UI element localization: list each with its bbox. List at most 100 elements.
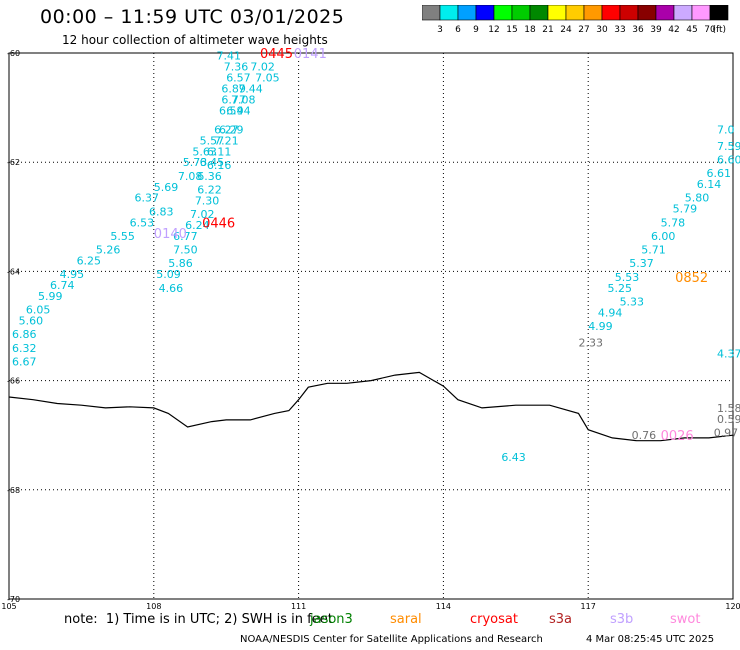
wave-height-value: 5.80 xyxy=(685,192,710,205)
pass-time-label: 0446 xyxy=(202,216,235,231)
wave-height-value: 5.60 xyxy=(19,315,44,328)
wave-height-value: 7.0 xyxy=(717,123,735,136)
wave-height-value: 6.60 xyxy=(717,153,740,166)
longitude-label: 105 xyxy=(1,602,16,610)
wave-height-value: 5.33 xyxy=(620,295,645,308)
wave-height-value: 6.45 xyxy=(200,156,225,169)
wave-height-value: 6.57 xyxy=(226,72,251,85)
wave-height-value: 7.02 xyxy=(190,208,215,221)
satellite-legend-s3b: s3b xyxy=(610,612,634,627)
wave-height-value: 6.67 xyxy=(12,355,37,368)
wave-height-value: 4.37 xyxy=(717,347,740,360)
longitude-label: 108 xyxy=(146,602,161,610)
wave-height-value-low: 0.76 xyxy=(632,429,657,442)
colorbar-label: 6 xyxy=(455,25,461,35)
colorbar-label: 36 xyxy=(632,25,644,35)
latitude-label: -70 xyxy=(7,595,20,604)
latitude-label: -66 xyxy=(7,377,20,386)
wave-height-value: 6.54 xyxy=(219,104,244,117)
wave-height-value: 5.26 xyxy=(96,244,121,257)
units-note: note: 1) Time is in UTC; 2) SWH is in fe… xyxy=(64,612,333,627)
latitude-label: -60 xyxy=(7,49,20,58)
pass-time-label: 0141 xyxy=(294,47,327,62)
wave-height-value: 6.86 xyxy=(12,328,37,341)
wave-height-value: 6.77 xyxy=(173,230,198,243)
wave-height-value: 6.05 xyxy=(26,304,51,317)
latitude-label: -68 xyxy=(7,486,20,495)
colorbar-label: 33 xyxy=(614,25,625,35)
satellite-legend-jason3: jason3 xyxy=(310,612,353,627)
longitude-label: 114 xyxy=(436,602,451,610)
colorbar-swatch xyxy=(709,5,729,21)
wave-height-value-low: 0.59 xyxy=(717,413,740,426)
antarctic-coastline xyxy=(8,371,734,442)
satellite-legend-cryosat: cryosat xyxy=(470,612,518,627)
longitude-label: 117 xyxy=(581,602,596,610)
wave-height-value: 7.36 xyxy=(224,61,249,74)
wave-height-value: 6.61 xyxy=(706,167,731,180)
satellite-legend-s3a: s3a xyxy=(549,612,573,627)
satellite-legend-swot: swot xyxy=(670,612,701,627)
wave-height-value: 5.55 xyxy=(110,230,135,243)
wave-height-value: 5.73 xyxy=(183,156,208,169)
wave-height-value: 7.59 xyxy=(717,140,740,153)
wave-height-value: 5.78 xyxy=(661,216,686,229)
page-title: 00:00 – 11:59 UTC 03/01/2025 xyxy=(40,6,345,28)
colorbar-label: 24 xyxy=(560,25,572,35)
wave-height-value: 6.43 xyxy=(501,451,526,464)
map-frame xyxy=(8,52,734,600)
wave-height-value: 5.99 xyxy=(38,290,63,303)
wave-height-value: 4.99 xyxy=(588,320,613,333)
wave-height-value: 7.02 xyxy=(250,61,274,74)
wave-height-value: 6.36 xyxy=(197,170,222,183)
wave-height-value: 5.69 xyxy=(154,181,179,194)
latitude-label: -62 xyxy=(7,158,20,167)
wave-height-value: 6.16 xyxy=(207,159,232,172)
wave-height-value-low: 2.33 xyxy=(579,336,604,349)
pass-time-label: 0026 xyxy=(661,429,694,444)
wave-height-value: 5.09 xyxy=(156,268,181,281)
wave-height-value: 7.50 xyxy=(173,244,198,257)
wave-height-value: 6.25 xyxy=(77,254,102,267)
longitude-label: 111 xyxy=(291,602,306,610)
pass-time-label: 0445 xyxy=(260,47,293,62)
wave-height-value: 6.83 xyxy=(149,205,174,218)
wave-height-value: 5.86 xyxy=(168,257,193,270)
wave-height-value: 5.79 xyxy=(673,203,698,216)
page-subtitle: 12 hour collection of altimeter wave hei… xyxy=(62,33,328,47)
wave-height-value: 7.21 xyxy=(214,134,239,147)
pass-time-label: 0140 xyxy=(154,227,187,242)
wave-height-value: 5.63 xyxy=(192,145,217,158)
colorbar-label: 3 xyxy=(437,25,443,35)
wave-height-value: 6.22 xyxy=(197,184,222,197)
wave-height-value: 5.37 xyxy=(629,257,654,270)
latitude-label: -64 xyxy=(7,267,20,276)
wave-height-value: 7.41 xyxy=(217,50,242,63)
colorbar-label: 21 xyxy=(542,25,553,35)
wave-height-value: 7.44 xyxy=(238,82,263,95)
wave-height-value: 5.71 xyxy=(641,244,666,257)
longitude-label: 120 xyxy=(725,602,740,610)
colorbar-label: 18 xyxy=(524,25,536,35)
wave-height-value: 6.11 xyxy=(207,145,232,158)
wave-height-value-low: 0.97 xyxy=(714,426,739,439)
wave-height-value: 6.94 xyxy=(226,104,251,117)
wave-height-value: 5.25 xyxy=(608,282,633,295)
wave-height-value: 4.95 xyxy=(60,268,85,281)
pass-time-label: 0852 xyxy=(675,271,708,286)
wave-height-value: 6.37 xyxy=(134,192,159,205)
wave-height-value: 6.24 xyxy=(185,219,210,232)
wave-height-colorbar: 3 6 9 12 15 18 21 24 27 30 33 36 39 42 45 70(ft) xyxy=(422,5,729,35)
colorbar-unit: (ft) xyxy=(712,25,726,35)
wave-height-value: 7.05 xyxy=(255,72,280,85)
wave-height-value: 7.30 xyxy=(195,194,220,207)
colorbar-label: 39 xyxy=(650,25,662,35)
generated-timestamp: 4 Mar 08:25:45 UTC 2025 xyxy=(586,634,715,645)
colorbar-label: 42 xyxy=(668,25,679,35)
wave-height-value: 7.08 xyxy=(231,93,256,106)
wave-height-value: 6.77 xyxy=(221,93,246,106)
wave-height-value: 7.08 xyxy=(178,170,203,183)
colorbar-label: 45 xyxy=(686,25,697,35)
colorbar-label: 30 xyxy=(596,25,608,35)
